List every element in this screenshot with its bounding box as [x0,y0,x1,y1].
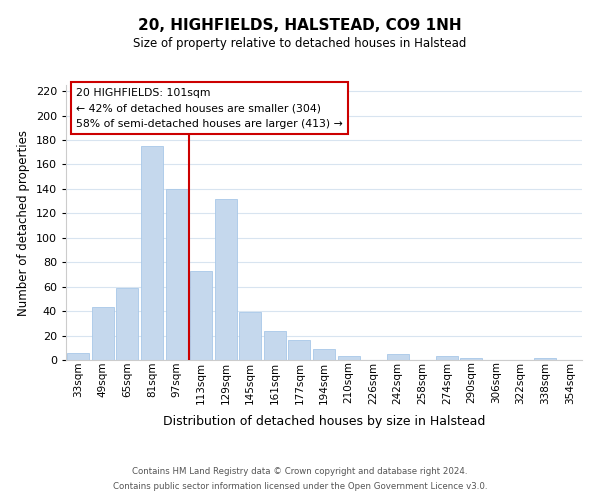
Bar [116,288,139,360]
Bar [67,352,89,360]
Text: Contains public sector information licensed under the Open Government Licence v3: Contains public sector information licen… [113,482,487,491]
Bar [239,312,262,360]
Bar [313,349,335,360]
Text: 20 HIGHFIELDS: 101sqm
← 42% of detached houses are smaller (304)
58% of semi-det: 20 HIGHFIELDS: 101sqm ← 42% of detached … [76,88,343,129]
Bar [534,358,556,360]
Bar [338,356,359,360]
Text: Contains HM Land Registry data © Crown copyright and database right 2024.: Contains HM Land Registry data © Crown c… [132,467,468,476]
Bar [141,146,163,360]
Bar [166,189,188,360]
Text: 20, HIGHFIELDS, HALSTEAD, CO9 1NH: 20, HIGHFIELDS, HALSTEAD, CO9 1NH [138,18,462,32]
Bar [386,354,409,360]
Bar [215,198,237,360]
Bar [436,356,458,360]
Bar [92,308,114,360]
Bar [264,330,286,360]
Text: Size of property relative to detached houses in Halstead: Size of property relative to detached ho… [133,38,467,51]
Y-axis label: Number of detached properties: Number of detached properties [17,130,30,316]
Bar [460,358,482,360]
Bar [190,271,212,360]
Bar [289,340,310,360]
X-axis label: Distribution of detached houses by size in Halstead: Distribution of detached houses by size … [163,414,485,428]
